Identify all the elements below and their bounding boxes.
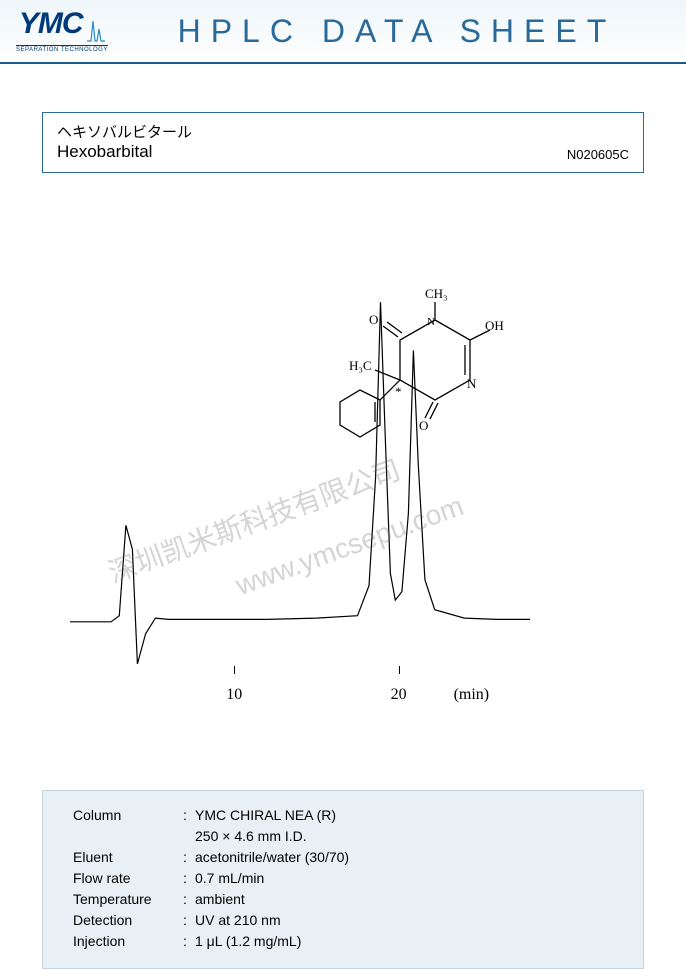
param-row: Flow rate:0.7 mL/min (73, 868, 619, 889)
param-row: Detection:UV at 210 nm (73, 910, 619, 931)
mol-label-h3c: H₃C (349, 358, 372, 374)
param-row: Eluent:acetonitrile/water (30/70) (73, 847, 619, 868)
mol-label-n1: N (427, 316, 435, 328)
param-label: Injection (73, 931, 183, 952)
mol-label-n2: N (467, 376, 476, 392)
param-value: YMC CHIRAL NEA (R) (195, 805, 619, 826)
param-colon: : (183, 889, 195, 910)
chromatogram: 10 20 (min) (70, 250, 550, 730)
param-colon: : (183, 910, 195, 931)
molecule-icon (325, 290, 525, 460)
compound-title-box: ヘキソバルビタール Hexobarbital N020605C (42, 112, 644, 173)
param-row-cont: 250 × 4.6 mm I.D. (73, 826, 619, 847)
param-colon: : (183, 931, 195, 952)
compound-code: N020605C (567, 147, 629, 162)
logo-peak-icon (87, 15, 105, 43)
param-value: 1 μL (1.2 mg/mL) (195, 931, 619, 952)
param-label: Flow rate (73, 868, 183, 889)
param-colon: : (183, 847, 195, 868)
x-axis-unit: (min) (454, 686, 490, 704)
x-tick-label: 10 (226, 686, 242, 704)
param-colon: : (183, 805, 195, 826)
param-label: Eluent (73, 847, 183, 868)
logo: YMC SEPARATION TECHNOLOGY (16, 9, 108, 53)
x-tick-label: 20 (391, 686, 407, 704)
mol-label-star: * (395, 384, 402, 400)
param-value: ambient (195, 889, 619, 910)
x-tick (399, 666, 400, 674)
param-value: acetonitrile/water (30/70) (195, 847, 619, 868)
logo-subtitle: SEPARATION TECHNOLOGY (16, 45, 108, 53)
param-colon: : (183, 868, 195, 889)
mol-label-o1: O (369, 312, 378, 328)
param-value: 0.7 mL/min (195, 868, 619, 889)
param-row: Injection:1 μL (1.2 mg/mL) (73, 931, 619, 952)
sheet-title: HPLC DATA SHEET (128, 13, 666, 50)
param-label: Detection (73, 910, 183, 931)
parameters-box: Column:YMC CHIRAL NEA (R) 250 × 4.6 mm I… (42, 790, 644, 969)
mol-label-o2: O (419, 418, 428, 434)
mol-label-ch3: CH₃ (425, 286, 448, 302)
param-row: Column:YMC CHIRAL NEA (R) (73, 805, 619, 826)
mol-label-oh: OH (485, 318, 504, 334)
param-row: Temperature:ambient (73, 889, 619, 910)
molecule-structure: CH₃ OH O O N N H₃C * (325, 290, 525, 460)
compound-name-jp: ヘキソバルビタール (57, 121, 192, 142)
compound-name-en: Hexobarbital (57, 142, 192, 162)
param-value: UV at 210 nm (195, 910, 619, 931)
header: YMC SEPARATION TECHNOLOGY HPLC DATA SHEE… (0, 0, 686, 64)
logo-text: YMC (19, 7, 83, 40)
param-label: Column (73, 805, 183, 826)
param-label: Temperature (73, 889, 183, 910)
param-value: 250 × 4.6 mm I.D. (195, 826, 307, 847)
x-tick (234, 666, 235, 674)
